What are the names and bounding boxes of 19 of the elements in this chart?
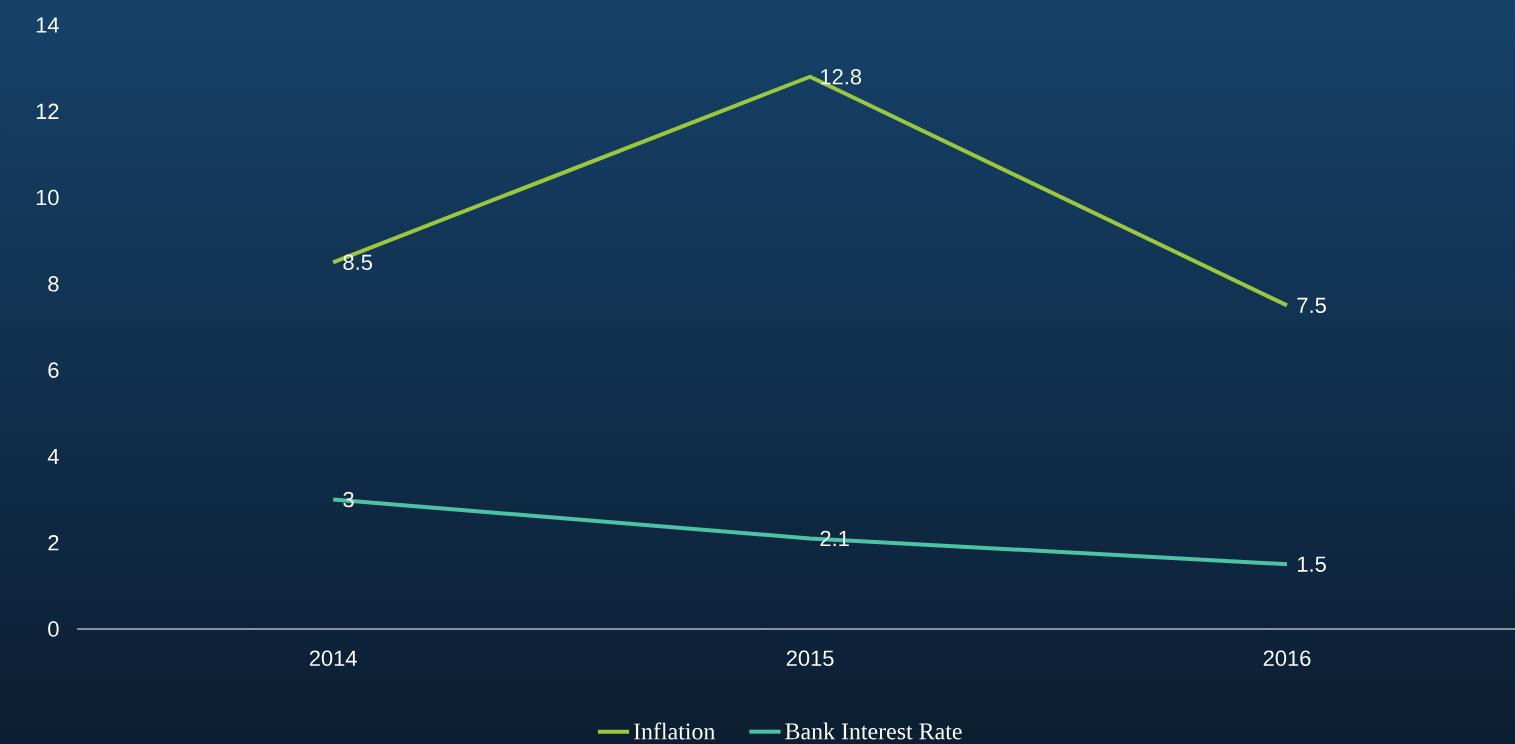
data-label: 1.5: [1298, 556, 1326, 572]
x-tick-label: 2015: [786, 650, 834, 667]
data-label: 2.1: [820, 530, 849, 547]
y-tick-label: 6: [48, 362, 59, 378]
y-tick-label: 0: [48, 621, 59, 637]
data-label: 8.5: [343, 254, 372, 271]
legend-label: Bank Interest Rate: [785, 722, 962, 740]
legend-label: Inflation: [633, 722, 716, 740]
y-tick-label: 10: [36, 189, 59, 206]
y-tick-label: 2: [48, 535, 59, 551]
data-label: 7.5: [1297, 297, 1326, 314]
y-tick-label: 14: [36, 17, 59, 33]
y-tick-label: 4: [47, 448, 59, 464]
y-tick-label: 12: [36, 103, 59, 119]
y-tick-label: 8: [48, 276, 59, 292]
data-label: 3: [343, 491, 354, 508]
data-label: 12.8: [821, 68, 862, 85]
x-tick-label: 2014: [309, 650, 357, 667]
x-tick-label: 2016: [1263, 650, 1311, 667]
